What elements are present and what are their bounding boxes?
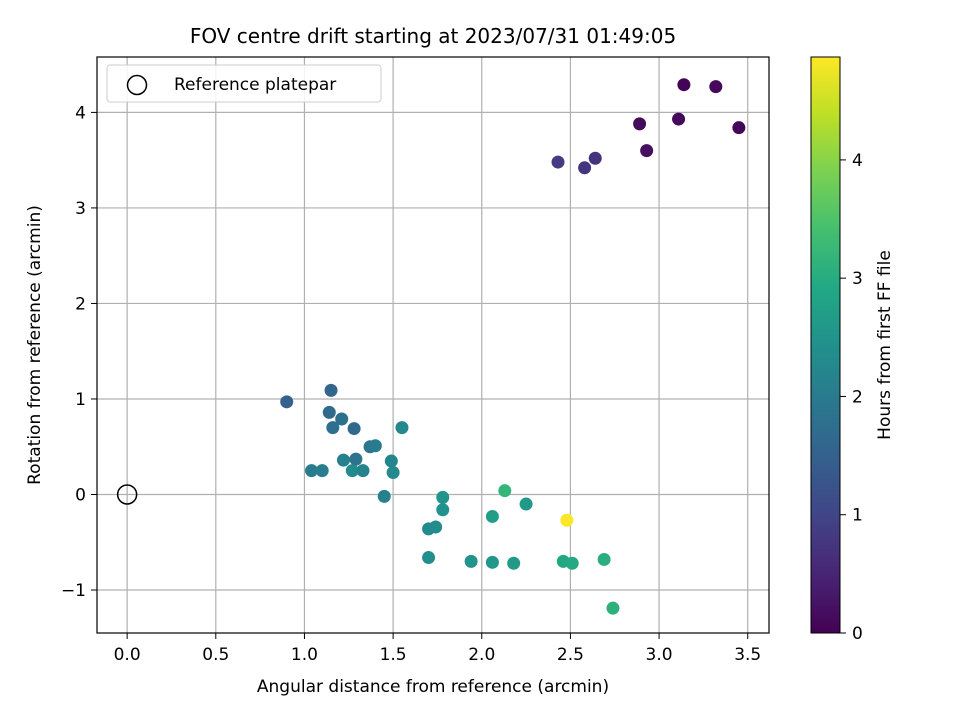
data-point bbox=[336, 453, 350, 467]
legend-marker bbox=[126, 74, 148, 96]
data-point bbox=[429, 520, 443, 534]
colorbar-ticks: 0 1 2 3 4 bbox=[840, 151, 863, 644]
y-tick-label: 2 bbox=[75, 294, 86, 314]
colorbar-tick-label: 2 bbox=[852, 387, 863, 407]
data-point bbox=[633, 117, 647, 131]
x-tick-label: 0.5 bbox=[202, 645, 229, 665]
data-point bbox=[315, 464, 329, 478]
legend-box bbox=[106, 64, 382, 103]
data-point bbox=[305, 464, 319, 478]
data-point bbox=[464, 554, 478, 568]
colorbar-tick-label: 3 bbox=[852, 269, 863, 289]
data-point bbox=[356, 464, 370, 478]
data-points bbox=[280, 78, 746, 615]
data-point bbox=[280, 395, 294, 409]
data-point bbox=[640, 144, 654, 158]
x-ticks: 0.0 0.5 1.0 1.5 2.0 2.5 3.0 3.5 bbox=[114, 633, 761, 665]
data-point bbox=[335, 412, 349, 426]
y-tick-label: 4 bbox=[75, 103, 86, 123]
data-point bbox=[677, 78, 691, 92]
reference-marker bbox=[116, 484, 138, 505]
data-point bbox=[345, 464, 359, 478]
colorbar-tick-label: 1 bbox=[852, 506, 863, 526]
data-point bbox=[551, 155, 565, 169]
data-point bbox=[672, 112, 686, 126]
colorbar-tick-label: 0 bbox=[852, 624, 863, 644]
data-point bbox=[565, 556, 579, 570]
data-point bbox=[384, 454, 398, 468]
x-tick-label: 0.0 bbox=[114, 645, 141, 665]
y-tick-label: 3 bbox=[75, 199, 86, 219]
data-point bbox=[347, 422, 361, 436]
x-tick-label: 1.0 bbox=[291, 645, 318, 665]
data-point bbox=[732, 121, 746, 135]
y-tick-label: 1 bbox=[75, 390, 86, 410]
x-tick-label: 1.5 bbox=[380, 645, 407, 665]
data-point bbox=[436, 490, 450, 504]
data-point bbox=[377, 489, 391, 503]
colorbar: 0 1 2 3 4 Hours from first FF file bbox=[810, 56, 895, 644]
data-point bbox=[386, 466, 400, 480]
data-point bbox=[485, 509, 499, 523]
x-tick-label: 3.0 bbox=[646, 645, 673, 665]
x-tick-label: 2.5 bbox=[557, 645, 584, 665]
data-point bbox=[422, 551, 436, 565]
data-point bbox=[498, 484, 512, 498]
chart-title: FOV centre drift starting at 2023/07/31 … bbox=[190, 24, 676, 48]
y-ticks: −1 0 1 2 3 4 bbox=[61, 103, 97, 601]
data-point bbox=[322, 405, 336, 419]
data-point bbox=[326, 421, 340, 435]
colorbar-frame bbox=[810, 56, 841, 634]
y-axis-label: Rotation from reference (arcmin) bbox=[25, 205, 45, 485]
colorbar-tick-label: 4 bbox=[852, 151, 863, 171]
data-point bbox=[606, 601, 620, 615]
data-point bbox=[368, 439, 382, 453]
plot-frame bbox=[96, 56, 770, 634]
colorbar-gradient bbox=[811, 57, 840, 633]
data-point bbox=[436, 503, 450, 517]
data-point bbox=[324, 383, 338, 397]
colorbar-label: Hours from first FF file bbox=[875, 250, 895, 440]
legend-entry: Reference platepar bbox=[174, 75, 336, 95]
data-point bbox=[485, 555, 499, 569]
x-tick-label: 3.5 bbox=[734, 645, 761, 665]
x-axis-label: Angular distance from reference (arcmin) bbox=[257, 677, 609, 697]
data-point bbox=[507, 556, 521, 570]
x-tick-label: 2.0 bbox=[468, 645, 495, 665]
data-point bbox=[395, 421, 409, 435]
grid bbox=[97, 57, 769, 633]
data-point bbox=[578, 161, 592, 175]
legend: Reference platepar bbox=[106, 64, 382, 103]
y-tick-label: −1 bbox=[61, 581, 86, 601]
data-point bbox=[709, 80, 723, 94]
data-point bbox=[349, 452, 363, 466]
data-point bbox=[560, 513, 574, 527]
data-point bbox=[519, 497, 533, 511]
data-point bbox=[588, 151, 602, 165]
y-tick-label: 0 bbox=[75, 485, 86, 505]
data-point bbox=[597, 552, 611, 566]
